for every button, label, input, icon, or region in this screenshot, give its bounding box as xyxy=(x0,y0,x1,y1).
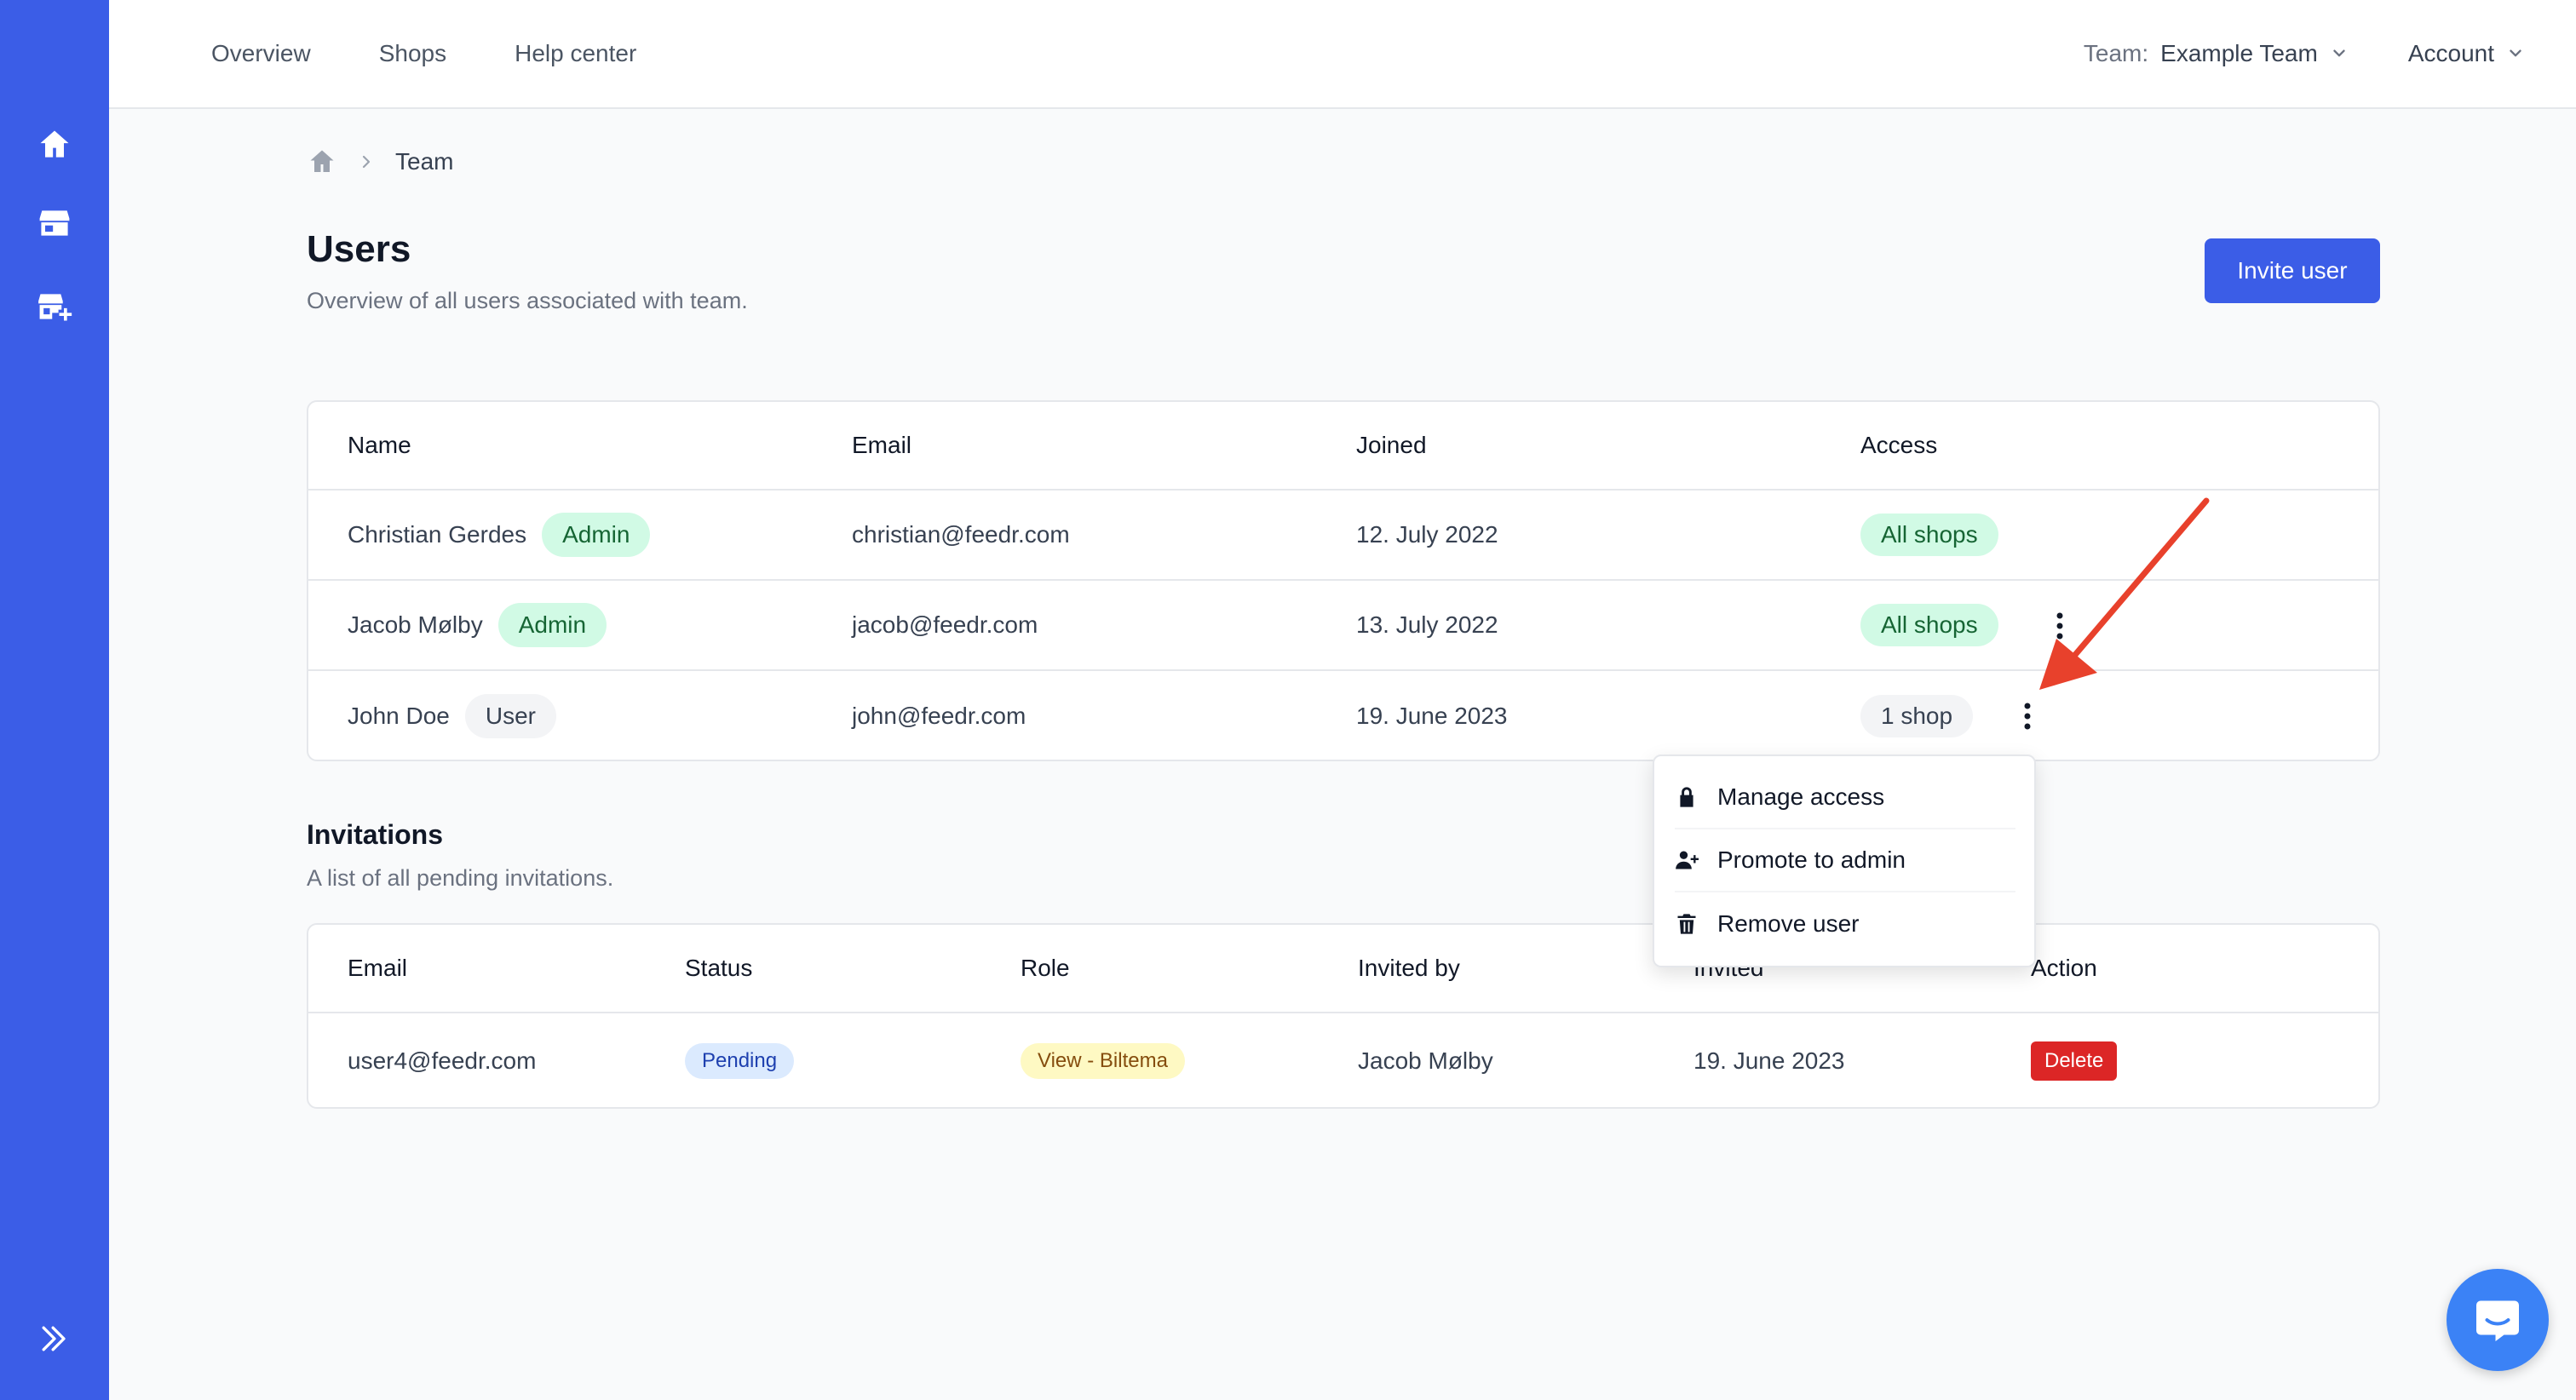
sidebar xyxy=(0,0,109,1400)
access-badge: 1 shop xyxy=(1860,695,1974,737)
chevron-down-icon xyxy=(2510,49,2521,57)
nav-shops[interactable]: Shops xyxy=(378,40,447,66)
table-row: John Doe User john@feedr.com 19. June 20… xyxy=(308,671,2378,761)
invite-email: user4@feedr.com xyxy=(348,1047,537,1074)
row-actions-menu: Manage access Promote to admin Remove us… xyxy=(1653,755,2036,967)
add-user-icon xyxy=(1676,851,1699,869)
role-badge: User xyxy=(464,694,556,738)
invitations-table: Email Status Role Invited by Invited Act… xyxy=(307,923,2380,1109)
column-header: Email xyxy=(348,955,408,981)
status-badge: Pending xyxy=(685,1043,795,1079)
menu-item-label: Remove user xyxy=(1717,910,1860,937)
column-header: Access xyxy=(1860,432,1938,458)
row-actions-menu-icon[interactable] xyxy=(2010,695,2044,737)
chat-icon xyxy=(2476,1300,2519,1341)
account-dropdown[interactable]: Account xyxy=(2408,40,2525,67)
table-header: Email Status Role Invited by Invited Act… xyxy=(308,925,2378,1013)
role-badge: Admin xyxy=(497,603,607,647)
role-badge: Admin xyxy=(542,513,651,557)
menu-item-label: Manage access xyxy=(1717,783,1885,810)
user-name-cell: Jacob Mølby Admin xyxy=(348,581,607,669)
row-actions-menu-icon[interactable] xyxy=(2043,605,2077,647)
annotation-arrow-icon xyxy=(2039,497,2210,690)
lock-icon xyxy=(1680,787,1693,807)
page-title: Users xyxy=(307,228,411,270)
nav-overview[interactable]: Overview xyxy=(211,40,311,66)
team-dropdown[interactable]: Team: Example Team xyxy=(2084,40,2349,67)
add-shop-icon[interactable] xyxy=(34,286,75,327)
invitations-title: Invitations xyxy=(307,819,444,850)
column-header: Action xyxy=(2031,955,2097,981)
user-joined: 12. July 2022 xyxy=(1356,521,1498,548)
user-name-cell: John Doe User xyxy=(348,671,556,761)
user-email: christian@feedr.com xyxy=(852,521,1070,548)
column-header: Name xyxy=(348,432,411,458)
chevron-right-icon xyxy=(362,155,371,169)
column-header: Invited by xyxy=(1358,955,1460,981)
user-email: jacob@feedr.com xyxy=(852,611,1038,638)
breadcrumb: Team xyxy=(307,146,453,177)
account-label: Account xyxy=(2407,40,2494,66)
invited-date: 19. June 2023 xyxy=(1693,1047,1845,1074)
column-header: Role xyxy=(1021,955,1070,981)
table-row: Jacob Mølby Admin jacob@feedr.com 13. Ju… xyxy=(308,581,2378,671)
shop-icon[interactable] xyxy=(34,203,75,244)
table-row: user4@feedr.com Pending View - Biltema J… xyxy=(308,1013,2378,1109)
team-value: Example Team xyxy=(2160,40,2318,66)
menu-item-manage-access[interactable]: Manage access xyxy=(1675,766,2015,829)
invitations-subtitle: A list of all pending invitations. xyxy=(307,865,614,891)
table-row: Christian Gerdes Admin christian@feedr.c… xyxy=(308,491,2378,581)
column-header: Status xyxy=(685,955,753,981)
top-bar: Overview Shops Help center Team: Example… xyxy=(109,0,2576,109)
invite-user-button[interactable]: Invite user xyxy=(2205,238,2380,303)
menu-item-label: Promote to admin xyxy=(1717,846,1906,873)
user-email: john@feedr.com xyxy=(852,703,1026,729)
user-joined: 19. June 2023 xyxy=(1356,703,1508,729)
table-header: Name Email Joined Access xyxy=(308,402,2378,491)
user-name-cell: Christian Gerdes Admin xyxy=(348,491,651,579)
menu-item-promote-admin[interactable]: Promote to admin xyxy=(1675,829,2015,892)
users-table: Name Email Joined Access Christian Gerde… xyxy=(307,400,2380,761)
access-badge: All shops xyxy=(1860,604,1998,646)
chat-button[interactable] xyxy=(2447,1269,2549,1371)
user-name: John Doe xyxy=(348,703,450,729)
user-joined: 13. July 2022 xyxy=(1356,611,1498,638)
top-nav: Overview Shops Help center xyxy=(211,0,636,107)
role-badge: View - Biltema xyxy=(1021,1043,1185,1079)
home-icon[interactable] xyxy=(307,146,337,177)
trash-icon xyxy=(1677,914,1696,934)
expand-icon[interactable] xyxy=(34,1318,75,1359)
delete-invitation-button[interactable]: Delete xyxy=(2031,1041,2118,1081)
column-header: Joined xyxy=(1356,432,1427,458)
menu-item-remove-user[interactable]: Remove user xyxy=(1675,892,2015,955)
column-header: Email xyxy=(852,432,912,458)
user-name: Jacob Mølby xyxy=(348,611,483,638)
nav-help-center[interactable]: Help center xyxy=(515,40,637,66)
page-subtitle: Overview of all users associated with te… xyxy=(307,288,748,313)
invited-by: Jacob Mølby xyxy=(1358,1047,1493,1074)
chevron-down-icon xyxy=(2333,49,2345,57)
home-icon[interactable] xyxy=(34,124,75,165)
access-badge: All shops xyxy=(1860,514,1998,556)
user-name: Christian Gerdes xyxy=(348,521,527,548)
breadcrumb-current: Team xyxy=(395,148,454,175)
team-label: Team: xyxy=(2083,40,2149,66)
